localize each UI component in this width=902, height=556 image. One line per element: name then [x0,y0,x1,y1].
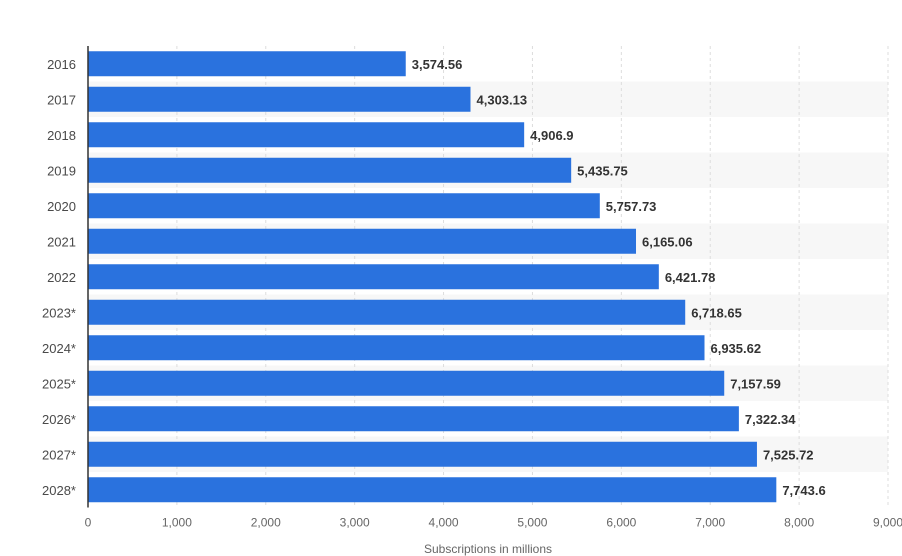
bar [88,406,739,432]
value-label: 6,718.65 [691,305,742,320]
category-label: 2025* [42,376,76,391]
x-tick-label: 6,000 [606,516,636,530]
x-tick-label: 8,000 [784,516,814,530]
x-tick-label: 9,000 [873,516,902,530]
bar [88,335,705,361]
category-labels: 2016 2017 2018 2019 2020 2021 2022 2023* 2024* 20… [42,57,76,498]
bars [88,51,777,503]
value-label: 6,421.78 [665,270,716,285]
category-label: 2020 [47,199,76,214]
value-label: 6,935.62 [710,341,761,356]
bar [88,299,686,325]
bar [88,228,637,254]
bar [88,477,777,503]
category-label: 2016 [47,57,76,72]
bar [88,441,757,467]
bar [88,86,471,112]
category-label: 2027* [42,447,76,462]
category-label: 2017 [47,92,76,107]
bar [88,264,659,290]
value-labels: 3,574.56 4,303.13 4,906.9 5,435.75 5,757.73 6… [412,57,826,498]
value-label: 5,435.75 [577,163,628,178]
category-label: 2026* [42,412,76,427]
value-label: 7,525.72 [763,447,814,462]
category-label: 2021 [47,234,76,249]
x-tick-label: 1,000 [162,516,192,530]
category-label: 2028* [42,483,76,498]
category-label: 2023* [42,305,76,320]
value-label: 6,165.06 [642,234,693,249]
category-label: 2018 [47,128,76,143]
value-label: 7,743.6 [782,483,825,498]
x-tick-labels: 0 1,000 2,000 3,000 4,000 5,000 6,000 7,000 8,00… [85,516,902,530]
x-tick-label: 2,000 [251,516,281,530]
value-label: 7,322.34 [745,412,796,427]
bar [88,193,600,219]
x-tick-label: 3,000 [340,516,370,530]
x-axis-title: Subscriptions in millions [424,542,552,556]
x-tick-label: 0 [85,516,92,530]
x-tick-label: 5,000 [517,516,547,530]
bar [88,51,406,77]
category-label: 2022 [47,270,76,285]
x-tick-label: 4,000 [429,516,459,530]
bar [88,157,572,183]
category-label: 2019 [47,163,76,178]
value-label: 4,303.13 [477,92,528,107]
x-tick-label: 7,000 [695,516,725,530]
bar [88,370,725,396]
value-label: 3,574.56 [412,57,463,72]
category-label: 2024* [42,341,76,356]
value-label: 7,157.59 [730,376,781,391]
value-label: 4,906.9 [530,128,573,143]
value-label: 5,757.73 [606,199,657,214]
bar [88,122,525,148]
